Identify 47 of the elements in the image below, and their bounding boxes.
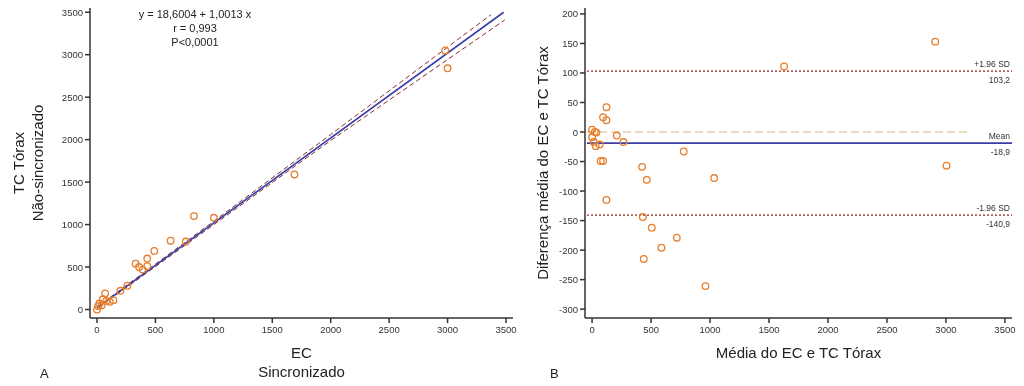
y-tick-label: 50 — [567, 96, 578, 108]
y-tick-label: -200 — [558, 244, 578, 256]
annotation: r = 0,993 — [173, 22, 217, 34]
y-tick-label: 0 — [77, 304, 83, 316]
annotation: P<0,0001 — [171, 36, 219, 48]
x-tick-label: 2000 — [817, 324, 839, 335]
y-tick-label: 2000 — [61, 134, 83, 146]
y-tick-label: 3000 — [61, 49, 83, 61]
x-tick-label: 1500 — [261, 324, 283, 335]
y-tick-label: -250 — [558, 274, 578, 286]
y-tick-label: 1000 — [61, 219, 83, 231]
y-tick-label: 3500 — [61, 6, 83, 18]
x-tick-label: 1500 — [758, 324, 780, 335]
x-tick-label: 3000 — [436, 324, 459, 335]
y-tick-label: -50 — [564, 156, 578, 168]
x-tick-label: 500 — [643, 324, 659, 335]
x-tick-label: 1000 — [203, 324, 225, 335]
y-tick-label: 100 — [562, 67, 578, 79]
x-tick-label: 3000 — [935, 324, 957, 335]
x-tick-label: 2500 — [876, 324, 898, 335]
ref-line-label: Mean -18,9 — [988, 131, 1011, 158]
ref-line-label: -1.96 SD -140,9 — [976, 203, 1011, 230]
x-tick-label: 3500 — [994, 324, 1016, 335]
x-tick-label: 0 — [94, 324, 100, 335]
y-tick-label: -300 — [558, 303, 578, 315]
x-tick-label: 3500 — [495, 324, 517, 335]
y-tick-label: 2500 — [61, 91, 83, 103]
y-axis-title: TC Tórax Não-sincronizado — [10, 104, 46, 222]
ref-line-label: +1.96 SD 103,2 — [974, 59, 1011, 86]
x-tick-label: 0 — [589, 324, 595, 335]
y-tick-label: -150 — [558, 215, 578, 227]
x-axis-title: EC Sincronizado — [258, 344, 345, 380]
y-tick-label: 500 — [67, 261, 83, 273]
x-tick-label: 2500 — [378, 324, 400, 335]
y-axis-title: Diferença média do EC e TC Tórax — [534, 45, 551, 280]
y-tick-label: 1500 — [61, 176, 83, 188]
annotation: y = 18,6004 + 1,0013 x — [138, 8, 252, 20]
x-tick-label: 2000 — [320, 324, 342, 335]
y-tick-label: 150 — [562, 37, 578, 49]
text: A — [40, 366, 49, 381]
y-tick-label: 200 — [562, 8, 578, 20]
text: B — [550, 366, 559, 381]
x-axis-title: Média do EC e TC Tórax — [715, 344, 882, 361]
x-tick-label: 500 — [147, 324, 164, 335]
y-tick-label: -100 — [558, 185, 578, 197]
y-tick-label: 0 — [572, 126, 578, 138]
x-tick-label: 1000 — [699, 324, 721, 335]
